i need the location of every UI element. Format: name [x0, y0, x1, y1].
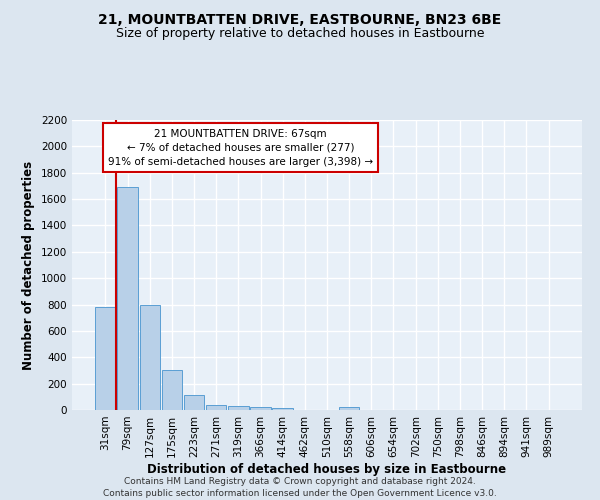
Bar — [272, 408, 293, 410]
Bar — [184, 395, 204, 410]
Text: 21 MOUNTBATTEN DRIVE: 67sqm
← 7% of detached houses are smaller (277)
91% of sem: 21 MOUNTBATTEN DRIVE: 67sqm ← 7% of deta… — [108, 128, 373, 166]
X-axis label: Distribution of detached houses by size in Eastbourne: Distribution of detached houses by size … — [148, 462, 506, 475]
Bar — [161, 370, 182, 410]
Bar — [118, 187, 138, 410]
Bar — [250, 408, 271, 410]
Bar — [228, 406, 248, 410]
Bar — [339, 408, 359, 410]
Bar — [95, 307, 116, 410]
Bar — [140, 304, 160, 410]
Y-axis label: Number of detached properties: Number of detached properties — [22, 160, 35, 370]
Text: Size of property relative to detached houses in Eastbourne: Size of property relative to detached ho… — [116, 28, 484, 40]
Text: 21, MOUNTBATTEN DRIVE, EASTBOURNE, BN23 6BE: 21, MOUNTBATTEN DRIVE, EASTBOURNE, BN23 … — [98, 12, 502, 26]
Bar — [206, 406, 226, 410]
Text: Contains HM Land Registry data © Crown copyright and database right 2024.
Contai: Contains HM Land Registry data © Crown c… — [103, 476, 497, 498]
